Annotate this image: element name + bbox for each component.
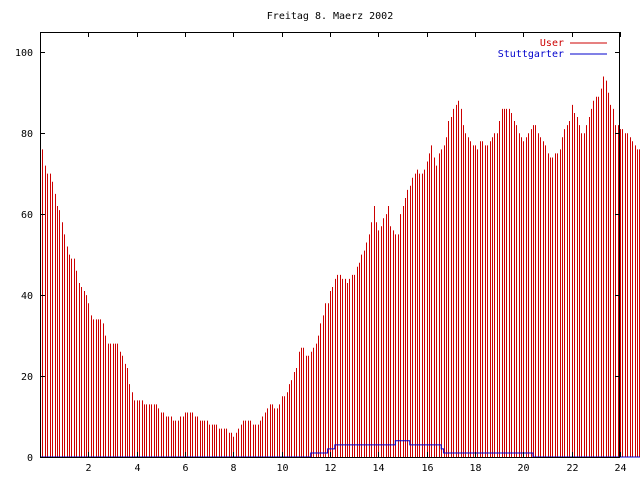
- x-tick-label: 18: [469, 463, 481, 474]
- y-tick-label: 0: [27, 453, 33, 464]
- y-tick-label: 20: [21, 372, 33, 383]
- x-tick-label: 14: [372, 463, 384, 474]
- x-tick-label: 2: [85, 463, 91, 474]
- legend: User Stuttgarter: [498, 38, 607, 60]
- x-tick-label: 8: [230, 463, 236, 474]
- y-tick-label: 60: [21, 210, 33, 221]
- y-tick-label: 40: [21, 291, 33, 302]
- x-tick-label: 24: [614, 463, 626, 474]
- x-tick-label: 10: [276, 463, 288, 474]
- x-tick-label: 12: [324, 463, 336, 474]
- legend-label-stuttgarter: Stuttgarter: [498, 49, 564, 60]
- x-tick-label: 6: [182, 463, 188, 474]
- x-tick-label: 22: [566, 463, 578, 474]
- chart-title: Freitag 8. Maerz 2002: [267, 11, 393, 22]
- x-tick-label: 4: [134, 463, 140, 474]
- x-tick-label: 16: [421, 463, 433, 474]
- user-bars: [40, 76, 640, 457]
- legend-label-user: User: [540, 38, 564, 49]
- y-tick-label: 100: [15, 48, 33, 59]
- y-tick-label: 80: [21, 129, 33, 140]
- x-tick-label: 20: [517, 463, 529, 474]
